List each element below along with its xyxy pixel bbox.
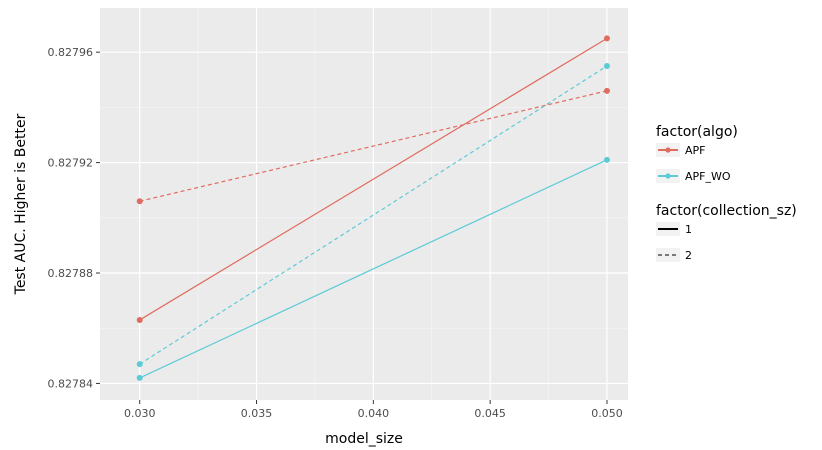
y-tick-label: 0.82796 [48,46,94,59]
legend-label: 1 [685,223,692,236]
x-tick-label: 0.045 [474,407,506,420]
data-point [137,361,143,367]
x-axis: 0.030 0.035 0.040 0.045 0.050 [124,400,623,420]
data-point [137,198,143,204]
x-tick-label: 0.050 [591,407,623,420]
legend-title: factor(algo) [656,124,738,140]
legend-label: 2 [685,249,692,262]
data-point [604,63,610,69]
data-point [137,375,143,381]
y-axis-title: Test AUC. Higher is Better [13,113,29,295]
y-axis: 0.82784 0.82788 0.82792 0.82796 [48,46,101,390]
legend-title: factor(collection_sz) [656,203,797,219]
data-point [604,88,610,94]
legend-label: APF_WO [685,170,731,183]
legend-key-point [665,173,670,178]
data-point [604,35,610,41]
legend: factor(algo) APF APF_WO factor(collection_s… [656,124,797,262]
x-axis-title: model_size [325,431,403,447]
x-tick-label: 0.030 [124,407,156,420]
y-tick-label: 0.82792 [48,157,94,170]
data-point [137,317,143,323]
x-tick-label: 0.035 [241,407,273,420]
data-point [604,157,610,163]
x-tick-label: 0.040 [358,407,390,420]
legend-key-point [665,147,670,152]
y-tick-label: 0.82788 [48,267,94,280]
legend-label: APF [685,144,706,157]
y-tick-label: 0.82784 [48,377,94,390]
